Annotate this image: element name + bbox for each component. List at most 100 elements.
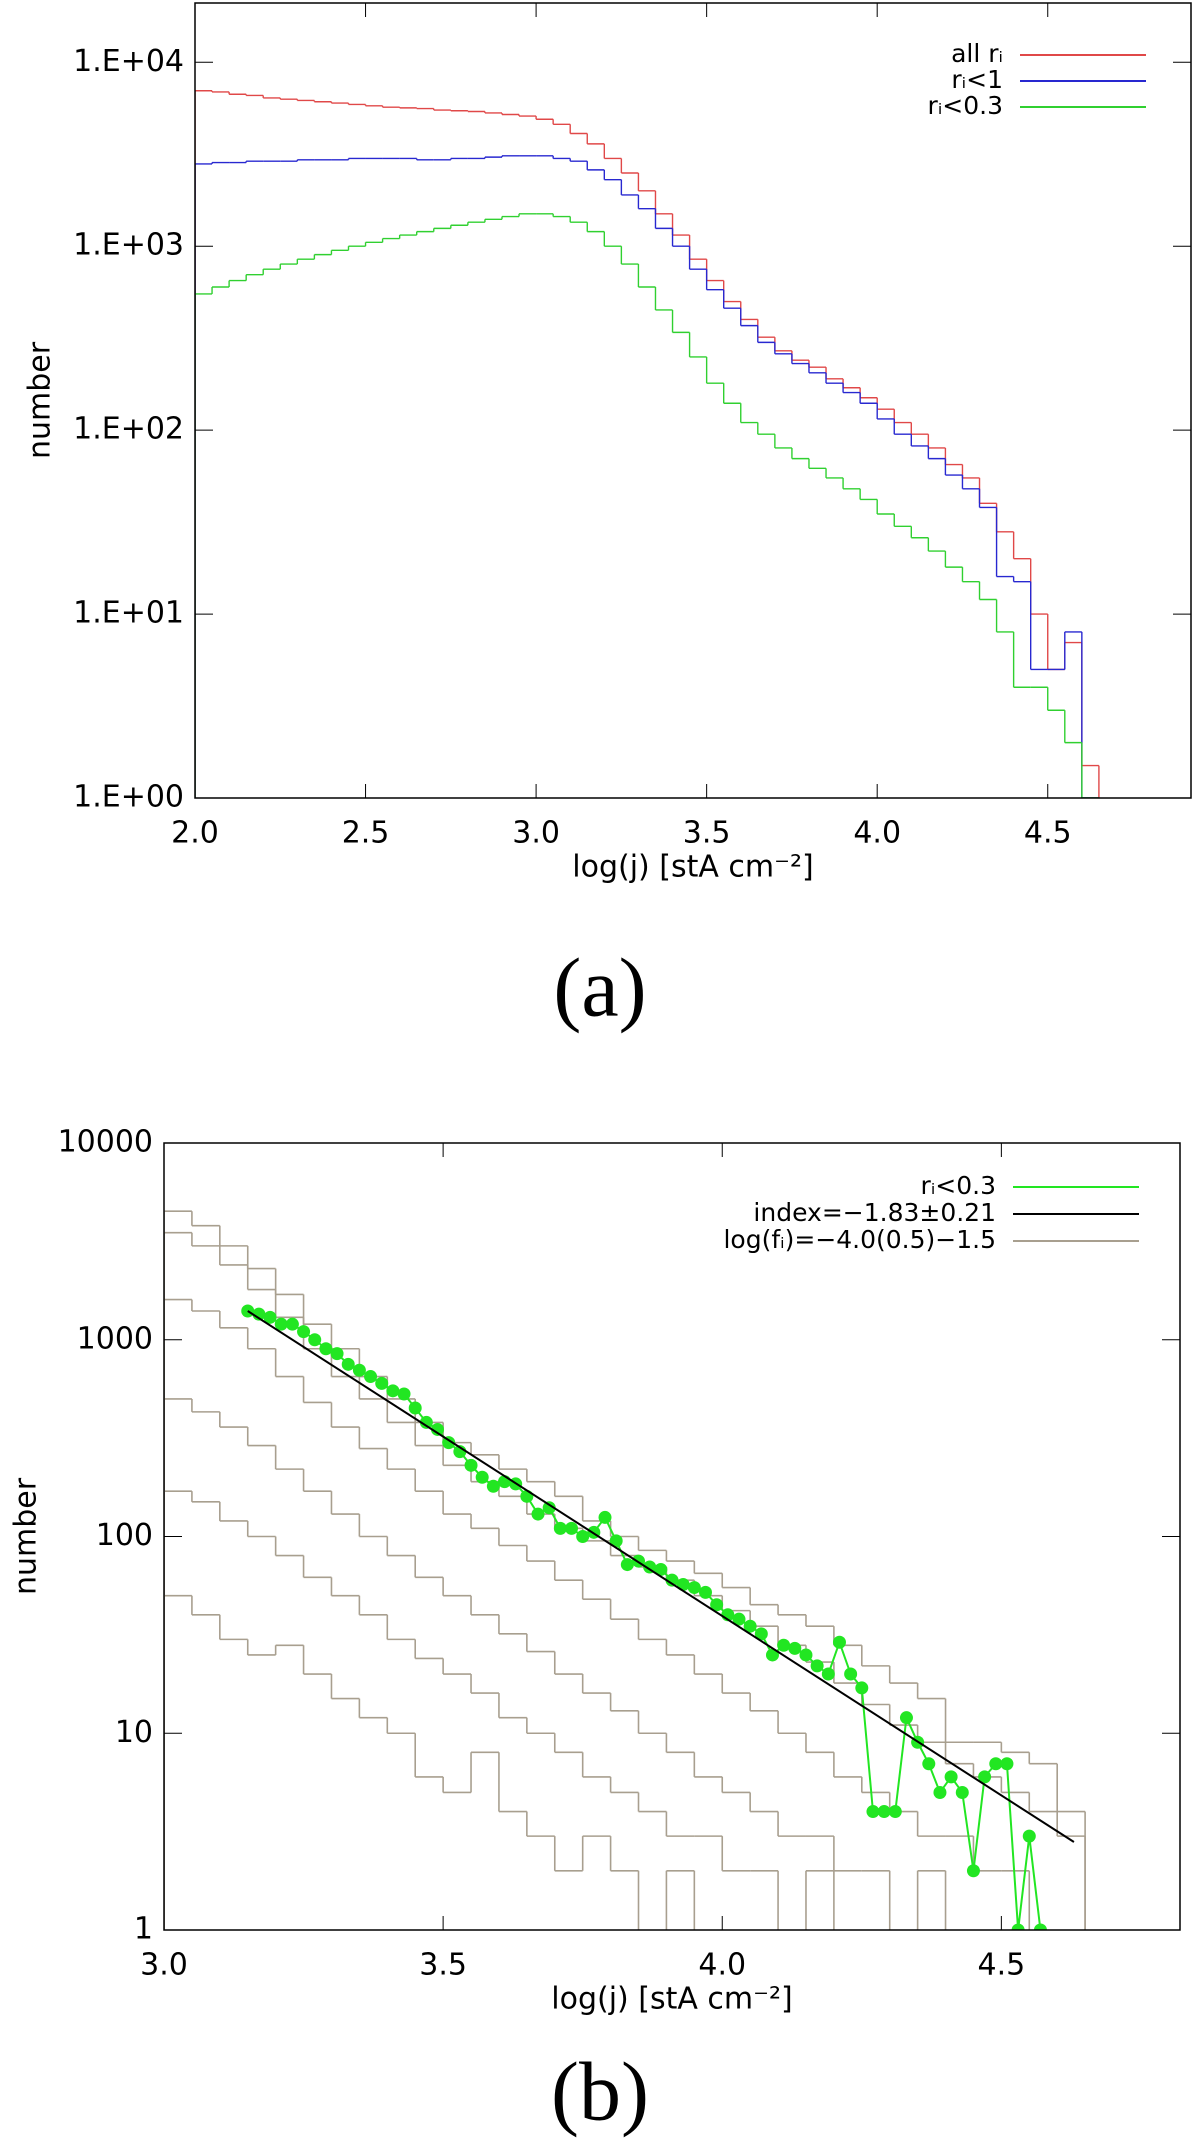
data-point xyxy=(520,1489,534,1503)
x-tick-label: 4.0 xyxy=(698,1948,746,1983)
x-tick-label: 3.0 xyxy=(512,816,560,851)
data-point xyxy=(989,1757,1003,1771)
x-tick-label: 2.5 xyxy=(342,816,390,851)
data-point xyxy=(877,1805,891,1819)
data-point xyxy=(698,1585,712,1599)
data-point xyxy=(788,1641,802,1655)
data-point xyxy=(687,1581,701,1595)
series-line xyxy=(247,1310,1075,1843)
y-tick-label: 10000 xyxy=(58,1125,153,1160)
x-tick-label: 3.5 xyxy=(419,1948,467,1983)
data-point xyxy=(263,1310,277,1324)
legend-label: rᵢ<0.3 xyxy=(928,91,1003,120)
data-point xyxy=(765,1648,779,1662)
data-point xyxy=(643,1560,657,1574)
y-axis-label: number xyxy=(9,1477,44,1595)
caption: (b) xyxy=(551,2045,649,2138)
data-point xyxy=(609,1534,623,1548)
data-point xyxy=(442,1436,456,1450)
data-point xyxy=(754,1627,768,1641)
data-point xyxy=(832,1635,846,1649)
data-point xyxy=(933,1785,947,1799)
data-point xyxy=(598,1510,612,1524)
plot-area xyxy=(195,90,1100,798)
data-point xyxy=(486,1479,500,1493)
x-tick-label: 3.0 xyxy=(140,1948,188,1983)
y-tick-label: 1.E+01 xyxy=(73,596,184,631)
data-point xyxy=(821,1667,835,1681)
data-point xyxy=(364,1370,378,1384)
legend-label: rᵢ<1 xyxy=(951,65,1003,94)
data-point xyxy=(542,1501,556,1515)
caption: (a) xyxy=(553,941,646,1034)
data-point xyxy=(419,1415,433,1429)
data-point xyxy=(1033,1923,1047,1930)
legend-label: all rᵢ xyxy=(951,39,1003,68)
legend-label: log(fᵢ)=−4.0(0.5)−1.5 xyxy=(723,1225,996,1254)
data-point xyxy=(1011,1923,1025,1930)
data-point xyxy=(397,1387,411,1401)
x-tick-label: 4.5 xyxy=(1024,816,1072,851)
data-point xyxy=(341,1357,355,1371)
data-point xyxy=(944,1770,958,1784)
data-point xyxy=(375,1376,389,1390)
data-point xyxy=(888,1805,902,1819)
data-point xyxy=(252,1307,266,1321)
x-tick-label: 2.0 xyxy=(171,816,219,851)
y-tick-label: 1.E+03 xyxy=(73,228,184,263)
data-point xyxy=(743,1619,757,1633)
x-axis-label: log(j) [stA cm⁻²] xyxy=(572,850,813,885)
data-point xyxy=(576,1530,590,1543)
y-axis-label: number xyxy=(23,341,58,459)
data-point xyxy=(620,1558,634,1572)
data-point xyxy=(565,1521,579,1535)
series-line xyxy=(247,1310,1042,1930)
y-tick-label: 1.E+04 xyxy=(73,44,184,79)
data-point xyxy=(553,1521,567,1535)
data-point xyxy=(308,1333,322,1347)
data-point xyxy=(899,1711,913,1725)
data-point xyxy=(810,1659,824,1673)
data-point xyxy=(654,1562,668,1576)
data-point xyxy=(955,1785,969,1799)
axes-frame xyxy=(194,2,1192,799)
x-tick-label: 4.5 xyxy=(978,1948,1026,1983)
data-point xyxy=(319,1342,333,1356)
data-point xyxy=(922,1757,936,1771)
data-point xyxy=(431,1422,445,1436)
data-point xyxy=(799,1648,813,1662)
data-point xyxy=(274,1317,288,1331)
data-point xyxy=(978,1770,992,1784)
chart: 2.0 2.5 3.0 3.5 4.0 4.5 1.E+00 1.E+01 1.E+02 1.E+… xyxy=(23,2,1192,1034)
data-point xyxy=(844,1667,858,1681)
legend-label: index=−1.83±0.21 xyxy=(753,1198,996,1227)
data-point xyxy=(464,1458,478,1472)
y-tick-label: 1000 xyxy=(77,1321,153,1356)
data-point xyxy=(966,1864,980,1878)
data-point xyxy=(866,1805,880,1819)
data-point xyxy=(330,1347,344,1361)
data-point xyxy=(855,1681,869,1695)
y-tick-label: 1 xyxy=(134,1912,153,1947)
y-tick-label: 1.E+00 xyxy=(73,780,184,815)
data-point xyxy=(1000,1757,1014,1771)
x-axis-label: log(j) [stA cm⁻²] xyxy=(551,1982,792,2017)
plot-area xyxy=(164,1210,1086,1930)
chart: 3.0 3.5 4.0 4.5 1 10 100 1000 10000 log(j) [stA c… xyxy=(9,1125,1181,2138)
data-point xyxy=(297,1325,311,1339)
y-tick-label: 100 xyxy=(96,1518,153,1553)
data-point xyxy=(475,1470,489,1484)
legend-label: rᵢ<0.3 xyxy=(921,1171,996,1200)
data-point xyxy=(408,1401,422,1415)
data-point xyxy=(1022,1829,1036,1843)
data-point xyxy=(710,1598,724,1612)
data-point xyxy=(352,1363,366,1377)
data-point xyxy=(285,1317,299,1331)
data-point xyxy=(665,1573,679,1587)
data-point xyxy=(386,1384,400,1398)
y-tick-label: 1.E+02 xyxy=(73,412,184,447)
data-point xyxy=(777,1638,791,1652)
data-point xyxy=(531,1507,545,1521)
x-tick-label: 4.0 xyxy=(853,816,901,851)
